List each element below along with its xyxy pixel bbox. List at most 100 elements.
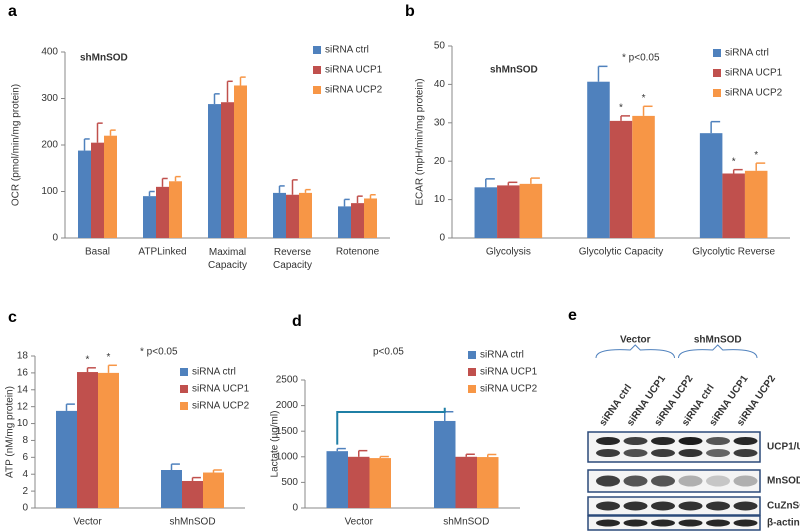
legend-swatch (468, 351, 476, 359)
band (651, 475, 675, 487)
row-label: MnSOD (767, 476, 800, 487)
band (623, 437, 648, 445)
legend-swatch (313, 46, 321, 54)
y-axis-label: OCR (pmol/min/mg protein) (11, 84, 22, 206)
legend-swatch (180, 385, 188, 393)
band (678, 475, 703, 487)
error-bar (170, 463, 180, 470)
error-bar (212, 469, 222, 473)
y-axis-label: Lactate (µg/ml) (270, 411, 281, 478)
bar (286, 194, 299, 238)
error-bar (343, 198, 350, 207)
band (596, 449, 620, 457)
band (733, 475, 758, 487)
chart-title: shMnSOD (80, 53, 128, 64)
y-tick-label: 0 (22, 503, 28, 514)
x-tick-label: Reverse Capacity (273, 247, 312, 271)
error-bar (485, 178, 495, 188)
panel-letter: c (8, 309, 17, 326)
y-tick-label: 4 (22, 469, 28, 480)
y-tick-label: 2500 (276, 375, 299, 386)
legend-swatch (713, 89, 721, 97)
legend-swatch (468, 368, 476, 376)
error-bar (83, 138, 90, 151)
y-tick-label: 50 (434, 41, 446, 52)
x-tick-label-line: Reverse (274, 247, 312, 258)
y-tick-label: 1000 (276, 451, 299, 462)
x-tick-label: Glycolysis (486, 247, 531, 258)
bar (474, 187, 498, 238)
band (733, 501, 758, 511)
bar (169, 181, 182, 238)
error-bar (213, 93, 220, 105)
band (678, 519, 703, 527)
bar (221, 102, 234, 238)
legend-label: siRNA UCP1 (725, 68, 783, 79)
significance: * (732, 156, 736, 167)
band (596, 501, 620, 511)
bar (744, 170, 768, 238)
error-bar (239, 76, 246, 86)
legend-label: siRNA ctrl (480, 350, 524, 361)
x-tick-label: shMnSOD (443, 517, 489, 528)
bar (455, 456, 477, 508)
bar (56, 410, 77, 508)
x-tick-label: Vector (345, 517, 374, 528)
group-label: Vector (620, 335, 651, 346)
bar (477, 457, 499, 508)
band (596, 437, 620, 445)
legend-label: siRNA UCP1 (192, 384, 250, 395)
x-tick-label-line: Capacity (273, 260, 312, 271)
x-tick-label: Glycolytic Reverse (692, 247, 775, 258)
y-tick-label: 18 (17, 351, 29, 362)
x-tick-label: Maximal Capacity (208, 247, 247, 271)
error-bar (336, 447, 346, 452)
error-bar (620, 115, 631, 121)
band (623, 475, 648, 487)
x-tick-label: Glycolytic Capacity (579, 247, 663, 258)
y-tick-label: 30 (434, 117, 446, 128)
annotation: * p<0.05 (622, 53, 660, 64)
bar (203, 472, 224, 508)
band (596, 475, 620, 487)
error-bar (86, 367, 96, 373)
significance: * (107, 352, 111, 363)
y-tick-label: 2000 (276, 400, 299, 411)
significance: * (86, 354, 90, 365)
error-bar (755, 162, 766, 171)
error-bar (226, 80, 233, 103)
error-bar (291, 179, 298, 195)
bar (364, 198, 377, 238)
error-bar (356, 195, 363, 204)
bar (632, 115, 655, 238)
y-tick-label: 1500 (276, 426, 299, 437)
row-label: CuZnSOD (767, 501, 800, 512)
y-tick-label: 2 (22, 486, 28, 497)
band (733, 437, 758, 445)
bar (434, 420, 456, 508)
legend-label: siRNA ctrl (192, 367, 236, 378)
x-tick-label: Rotenone (336, 247, 380, 258)
x-tick-label: shMnSOD (169, 517, 215, 528)
legend-label: siRNA UCP2 (325, 85, 383, 96)
bar (587, 81, 610, 238)
y-tick-label: 14 (17, 384, 29, 395)
error-bar (65, 403, 75, 411)
legend-swatch (713, 49, 721, 57)
y-tick-label: 500 (281, 477, 298, 488)
band (651, 501, 675, 511)
panel-letter: b (405, 3, 415, 20)
panel-letter: e (568, 307, 577, 324)
row-label: UCP1/UCP2 (767, 442, 800, 453)
bar (208, 104, 221, 238)
x-tick-label: Basal (85, 247, 110, 258)
panel-letter: d (292, 313, 302, 330)
y-axis-label: ECAR (mpH/min/mg protein) (415, 78, 426, 205)
band (706, 519, 730, 527)
bar (161, 470, 182, 508)
band (706, 475, 730, 487)
error-bar (642, 105, 653, 116)
error-bar (148, 190, 155, 197)
y-tick-label: 16 (17, 368, 29, 379)
x-tick-label-line: Maximal (209, 247, 246, 258)
